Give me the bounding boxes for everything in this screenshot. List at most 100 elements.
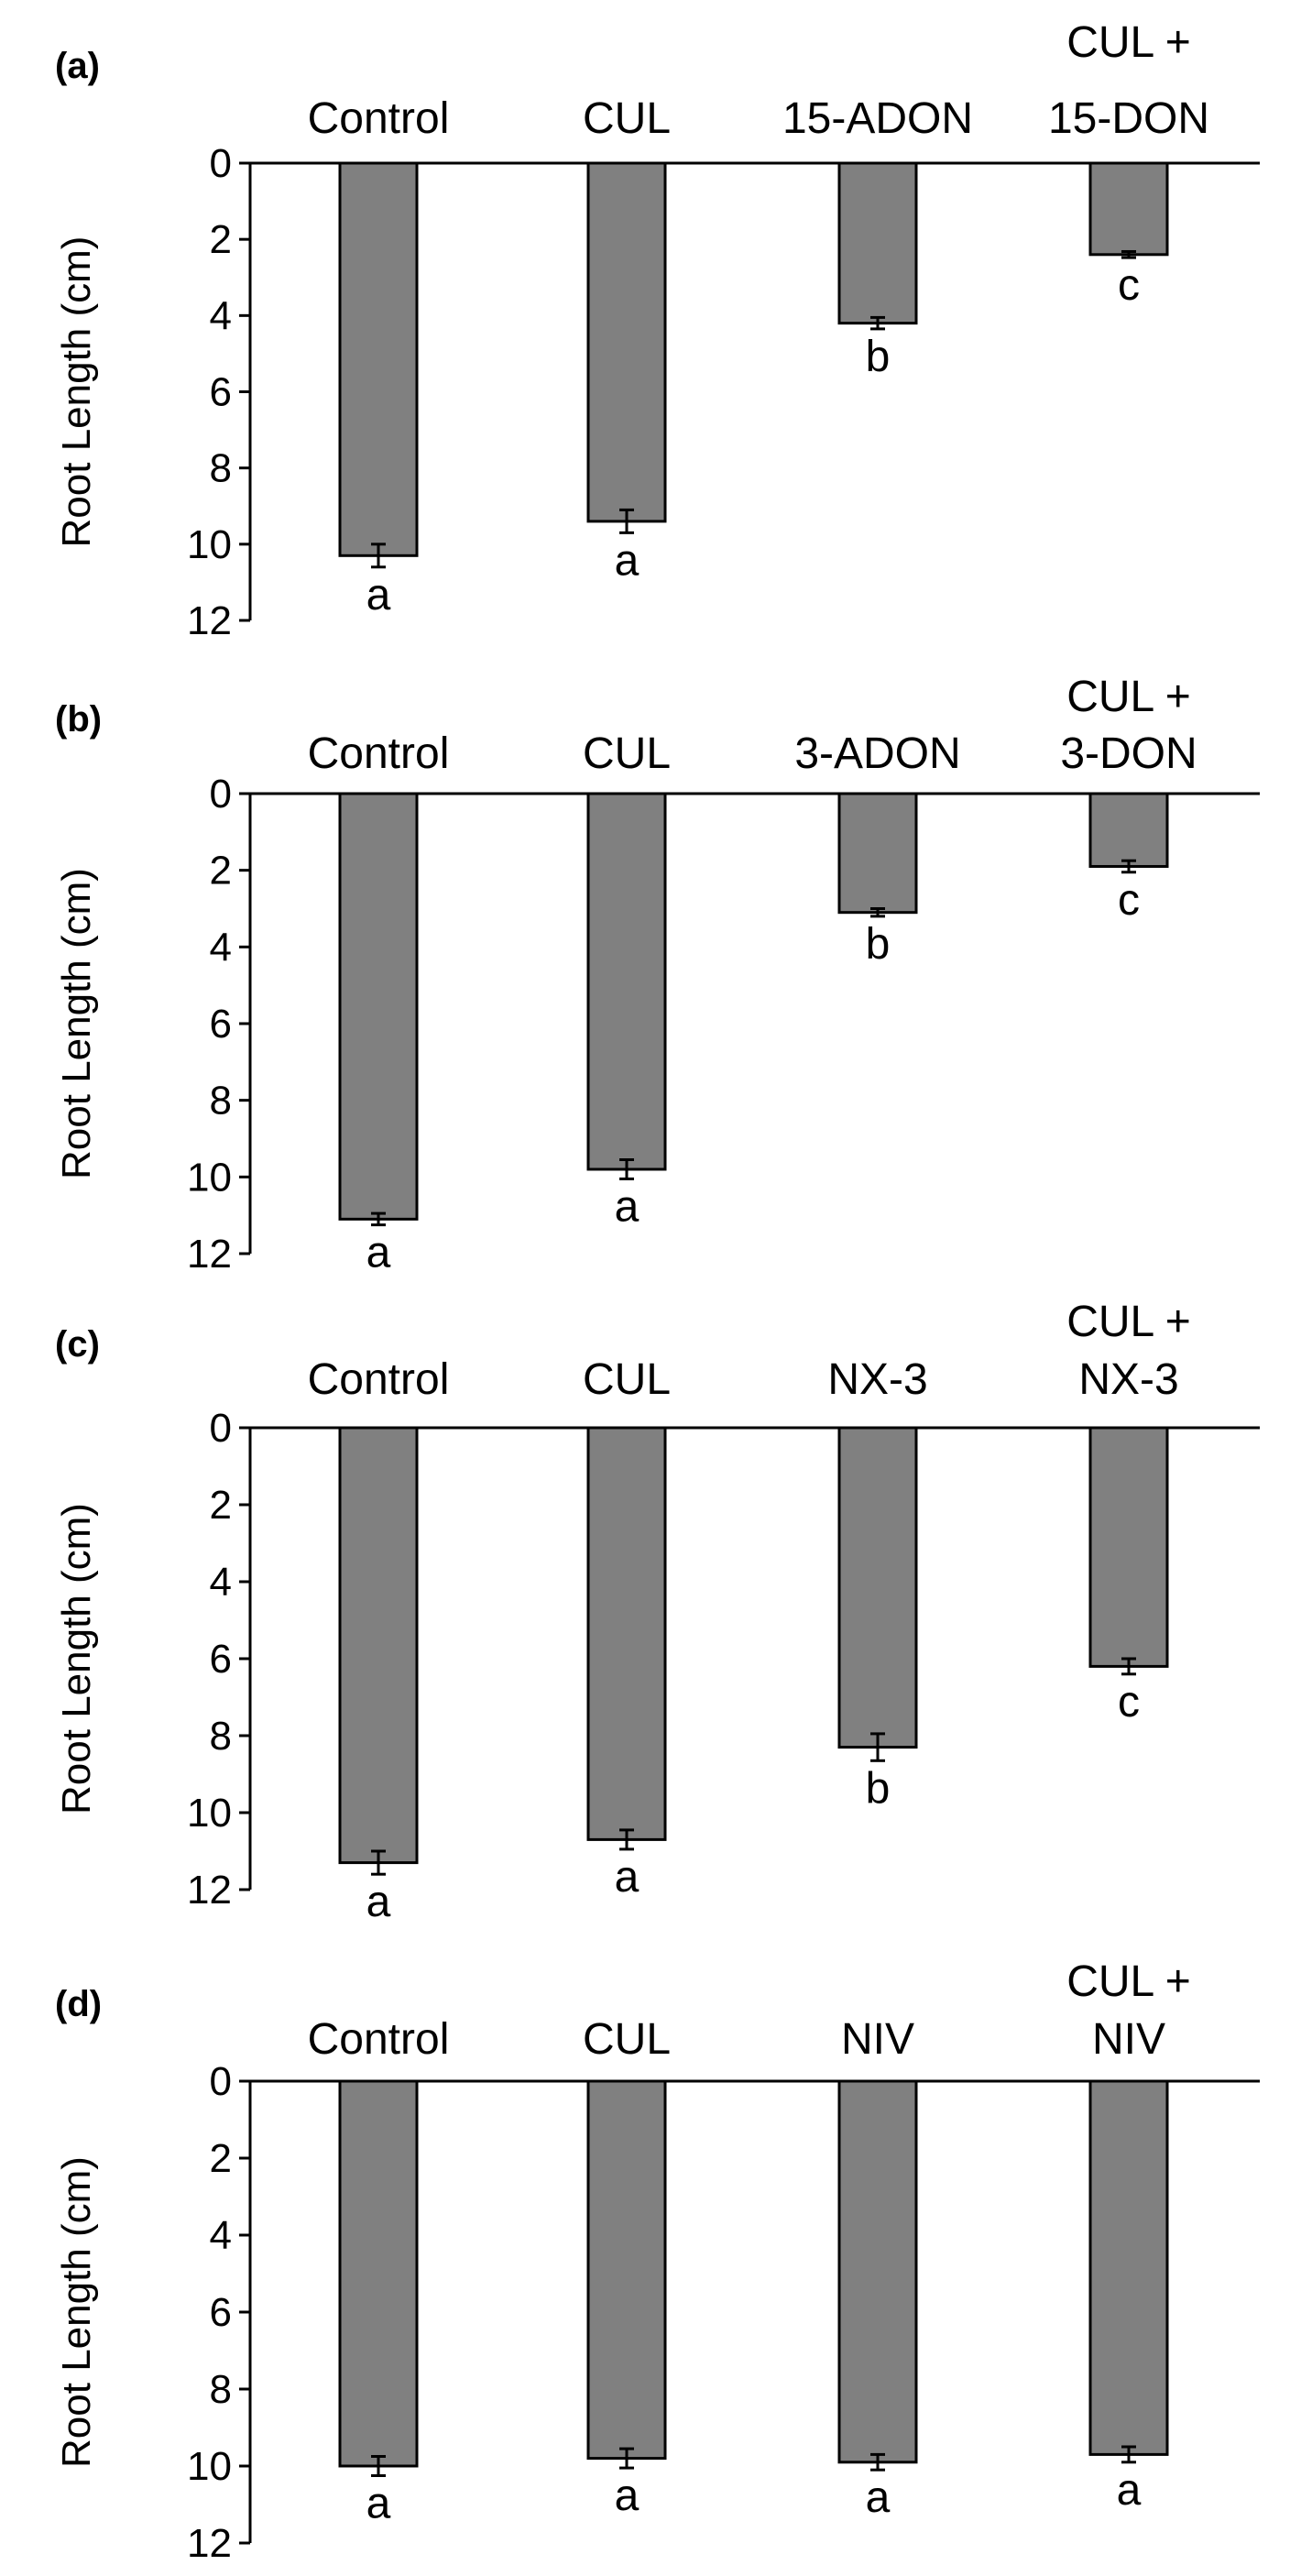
bar <box>338 161 419 557</box>
y-axis-label: Root Length (cm) <box>54 1503 99 1814</box>
panel-d: (d) Root Length (cm) Control CUL NIV CUL + NIV… <box>54 1957 1260 2566</box>
y-tick-label: 12 <box>187 598 232 643</box>
bar <box>586 792 667 1171</box>
y-tick-label: 4 <box>210 2213 232 2258</box>
error-bar <box>1121 2445 1136 2464</box>
category-label: 3-DON <box>1060 729 1197 778</box>
y-axis-label: Root Length (cm) <box>54 236 99 548</box>
panel-c: (c) Root Length (cm) Control CUL NX-3 CUL + NX… <box>54 1298 1260 1926</box>
bar <box>586 1426 667 1841</box>
bar <box>837 1426 918 1749</box>
y-tick-label: 8 <box>210 446 232 491</box>
significance-letter: a <box>866 2473 891 2522</box>
y-tick-label: 8 <box>210 2367 232 2412</box>
category-label: CUL + <box>1066 18 1191 67</box>
y-tick-label: 4 <box>210 1560 232 1605</box>
significance-letter: b <box>866 920 891 969</box>
bar <box>837 161 918 325</box>
error-bar <box>870 2452 885 2472</box>
bar <box>1088 2079 1169 2456</box>
bar <box>338 792 419 1221</box>
significance-letter: b <box>866 1764 891 1813</box>
significance-letter: a <box>366 2480 391 2528</box>
category-label: 15-ADON <box>782 94 973 143</box>
error-bar <box>619 1828 634 1851</box>
y-tick-label: 8 <box>210 1079 232 1124</box>
y-tick-label: 10 <box>187 1791 232 1836</box>
bar <box>586 161 667 523</box>
category-label: CUL <box>583 729 671 778</box>
panel-label: (d) <box>55 1984 102 2024</box>
y-tick-label: 2 <box>210 1483 232 1528</box>
y-tick-label: 2 <box>210 849 232 893</box>
category-label: NIV <box>841 2015 914 2064</box>
y-tick-label: 10 <box>187 2444 232 2489</box>
error-bar <box>1121 249 1136 259</box>
category-label: NX-3 <box>827 1355 927 1404</box>
error-bar <box>1121 859 1136 874</box>
y-tick-label: 4 <box>210 925 232 970</box>
category-label: CUL + <box>1066 673 1191 721</box>
error-bar <box>1121 1657 1136 1676</box>
category-label: CUL <box>583 1355 671 1404</box>
y-tick-label: 0 <box>210 141 232 186</box>
y-tick-label: 2 <box>210 217 232 262</box>
panel-label: (c) <box>55 1324 100 1365</box>
y-tick-label: 4 <box>210 293 232 338</box>
bar <box>338 2079 419 2468</box>
category-label: Control <box>308 2015 450 2064</box>
category-label: CUL <box>583 2015 671 2064</box>
panel-label: (b) <box>55 699 102 740</box>
y-tick-label: 6 <box>210 1637 232 1682</box>
category-label: CUL + <box>1066 1957 1191 2006</box>
category-label: Control <box>308 94 450 143</box>
y-tick-label: 2 <box>210 2136 232 2181</box>
error-bar <box>870 907 885 918</box>
significance-letter: a <box>615 1182 640 1231</box>
significance-letter: a <box>615 536 640 585</box>
error-bar <box>619 1158 634 1180</box>
panel-label: (a) <box>55 46 100 86</box>
category-label: NIV <box>1092 2015 1165 2064</box>
category-label: CUL + <box>1066 1298 1191 1346</box>
y-tick-label: 6 <box>210 370 232 415</box>
error-bar <box>870 315 885 331</box>
bar <box>338 1426 419 1865</box>
category-label: 15-DON <box>1048 94 1209 143</box>
bar <box>837 792 918 915</box>
significance-letter: c <box>1118 1678 1140 1726</box>
y-axis-label: Root Length (cm) <box>54 2156 99 2468</box>
significance-letter: c <box>1118 876 1140 925</box>
y-axis-label: Root Length (cm) <box>54 868 99 1179</box>
bar <box>586 2079 667 2461</box>
error-bar <box>619 508 634 534</box>
significance-letter: a <box>366 1878 391 1926</box>
category-label: CUL <box>583 94 671 143</box>
y-tick-label: 6 <box>210 2290 232 2335</box>
significance-letter: a <box>615 2472 640 2520</box>
y-tick-label: 0 <box>210 772 232 817</box>
error-bar <box>371 1849 386 1876</box>
panel-b: (b) Root Length (cm) Control CUL 3-ADON CUL +… <box>54 673 1260 1277</box>
category-label: NX-3 <box>1078 1355 1178 1404</box>
y-tick-label: 12 <box>187 1232 232 1277</box>
significance-letter: a <box>366 1229 391 1277</box>
category-label: 3-ADON <box>794 729 960 778</box>
bar <box>1088 1426 1169 1668</box>
y-tick-label: 12 <box>187 1868 232 1913</box>
significance-letter: a <box>1117 2466 1142 2515</box>
y-tick-label: 6 <box>210 1002 232 1047</box>
error-bar <box>371 543 386 569</box>
error-bar <box>619 2447 634 2470</box>
category-label: Control <box>308 729 450 778</box>
error-bar <box>870 1732 885 1762</box>
bar <box>1088 792 1169 868</box>
significance-letter: a <box>615 1853 640 1902</box>
y-tick-label: 10 <box>187 1155 232 1200</box>
bar <box>1088 161 1169 257</box>
error-bar <box>371 1211 386 1227</box>
significance-letter: a <box>366 571 391 619</box>
y-tick-label: 10 <box>187 522 232 567</box>
significance-letter: b <box>866 333 891 381</box>
